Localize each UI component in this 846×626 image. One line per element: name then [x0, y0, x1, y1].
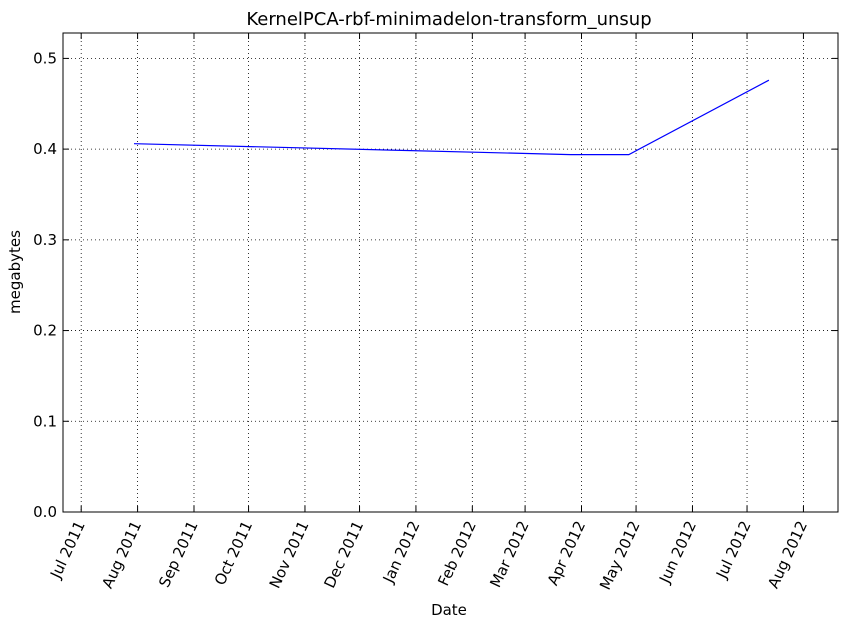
y-tick-label: 0.5	[33, 49, 57, 67]
x-tick-label: Jun 2012	[655, 518, 700, 587]
x-tick-label: Mar 2012	[486, 518, 532, 590]
series-layer	[133, 79, 770, 156]
x-tick-label: Jul 2012	[712, 518, 755, 582]
y-tick-label: 0.3	[33, 231, 57, 249]
chart-title: KernelPCA-rbf-minimadelon-transform_unsu…	[246, 9, 651, 30]
x-tick-label: Nov 2011	[266, 518, 313, 591]
x-tick-label: Dec 2011	[320, 518, 367, 591]
x-tick-label: Oct 2011	[211, 518, 256, 588]
x-tick-label: Sep 2011	[155, 518, 201, 590]
series-line	[133, 79, 770, 156]
x-axis: Jul 2011 Aug 2011 Sep 2011 Oct 2011 Nov 2011…	[46, 33, 811, 593]
plot-frame	[62, 32, 839, 513]
y-tick-label: 0.2	[33, 322, 57, 340]
x-tick-label: Aug 2011	[98, 518, 145, 591]
y-tick-label: 0.1	[33, 412, 57, 430]
x-axis-label: Date	[431, 601, 467, 619]
x-tick-label: Jan 2012	[379, 518, 424, 586]
y-axis: 0.0 0.1 0.2 0.3 0.4 0.5	[33, 49, 838, 521]
x-tick-label: Aug 2012	[764, 518, 811, 591]
y-axis-label: megabytes	[6, 230, 24, 314]
x-tick-label: Apr 2012	[544, 518, 589, 588]
y-tick-label: 0.4	[33, 140, 57, 158]
x-tick-label: Jul 2011	[46, 518, 89, 582]
x-tick-label: May 2012	[596, 518, 644, 593]
x-tick-label: Feb 2012	[434, 518, 480, 589]
y-tick-label: 0.0	[33, 503, 57, 521]
